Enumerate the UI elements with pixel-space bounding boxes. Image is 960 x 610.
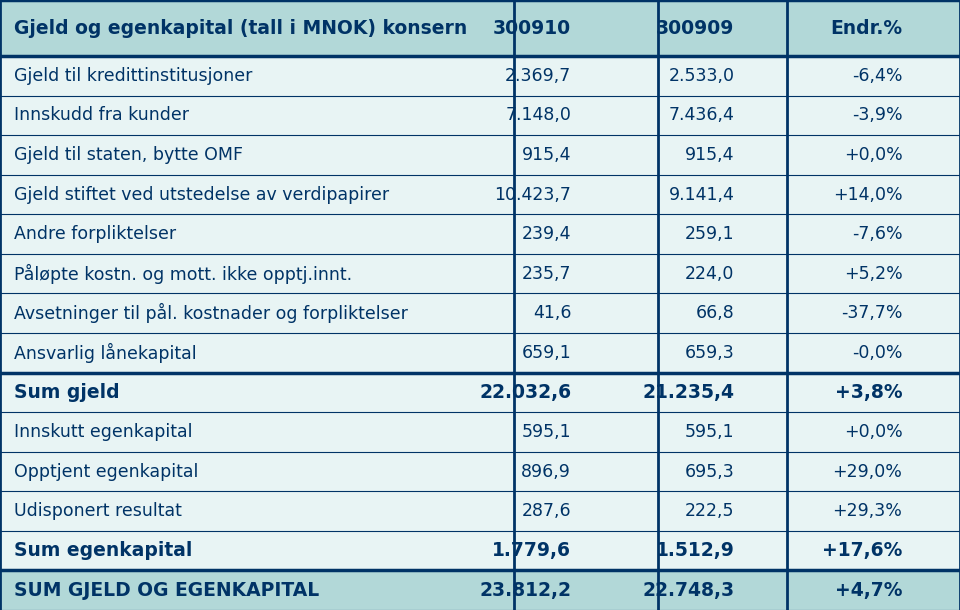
Text: 300910: 300910 [493,18,571,38]
Text: 595,1: 595,1 [684,423,734,441]
Text: 2.533,0: 2.533,0 [668,67,734,85]
Bar [0,175,960,214]
Bar [0,333,960,373]
Bar [0,570,960,610]
Text: Sum egenkapital: Sum egenkapital [14,541,193,560]
Text: 659,3: 659,3 [684,344,734,362]
Text: -37,7%: -37,7% [841,304,902,322]
Text: SUM GJELD OG EGENKAPITAL: SUM GJELD OG EGENKAPITAL [14,581,320,600]
Text: 1.779,6: 1.779,6 [492,541,571,560]
Text: Avsetninger til pål. kostnader og forpliktelser: Avsetninger til pål. kostnader og forpli… [14,303,408,323]
Text: 9.141,4: 9.141,4 [668,185,734,204]
Text: 235,7: 235,7 [521,265,571,282]
Text: 222,5: 222,5 [684,502,734,520]
Text: 66,8: 66,8 [696,304,734,322]
Text: 41,6: 41,6 [533,304,571,322]
Text: +29,3%: +29,3% [832,502,902,520]
Bar [0,214,960,254]
Text: Udisponert resultat: Udisponert resultat [14,502,182,520]
Text: Opptjent egenkapital: Opptjent egenkapital [14,462,199,481]
Text: -7,6%: -7,6% [852,225,902,243]
Text: 23.812,2: 23.812,2 [479,581,571,600]
Text: 695,3: 695,3 [684,462,734,481]
Text: +4,7%: +4,7% [835,581,902,600]
Text: -0,0%: -0,0% [852,344,902,362]
Bar [0,0,960,56]
Text: -3,9%: -3,9% [852,107,902,124]
Text: +0,0%: +0,0% [844,146,902,164]
Bar [0,373,960,412]
Text: Gjeld til kredittinstitusjoner: Gjeld til kredittinstitusjoner [14,67,252,85]
Text: 7.148,0: 7.148,0 [505,107,571,124]
Text: Påløpte kostn. og mott. ikke opptj.innt.: Påløpte kostn. og mott. ikke opptj.innt. [14,264,352,284]
Text: 239,4: 239,4 [521,225,571,243]
Text: Gjeld og egenkapital (tall i MNOK) konsern: Gjeld og egenkapital (tall i MNOK) konse… [14,18,468,38]
Bar [0,254,960,293]
Text: 300909: 300909 [656,18,734,38]
Text: 896,9: 896,9 [521,462,571,481]
Text: 659,1: 659,1 [521,344,571,362]
Text: +29,0%: +29,0% [832,462,902,481]
Bar [0,56,960,96]
Text: Ansvarlig lånekapital: Ansvarlig lånekapital [14,343,197,363]
Text: 10.423,7: 10.423,7 [494,185,571,204]
Text: 7.436,4: 7.436,4 [668,107,734,124]
Bar [0,135,960,175]
Text: -6,4%: -6,4% [852,67,902,85]
Text: 259,1: 259,1 [684,225,734,243]
Bar [0,96,960,135]
Bar [0,491,960,531]
Text: 915,4: 915,4 [684,146,734,164]
Text: Gjeld stiftet ved utstedelse av verdipapirer: Gjeld stiftet ved utstedelse av verdipap… [14,185,390,204]
Bar [0,293,960,333]
Text: 2.369,7: 2.369,7 [505,67,571,85]
Text: Endr.%: Endr.% [830,18,902,38]
Text: 287,6: 287,6 [521,502,571,520]
Text: +17,6%: +17,6% [822,541,902,560]
Text: 22.748,3: 22.748,3 [642,581,734,600]
Bar [0,531,960,570]
Bar [0,412,960,452]
Text: Gjeld til staten, bytte OMF: Gjeld til staten, bytte OMF [14,146,244,164]
Text: Innskudd fra kunder: Innskudd fra kunder [14,107,189,124]
Text: +3,8%: +3,8% [835,383,902,402]
Text: Sum gjeld: Sum gjeld [14,383,120,402]
Text: 1.512,9: 1.512,9 [656,541,734,560]
Text: 21.235,4: 21.235,4 [642,383,734,402]
Bar [0,452,960,491]
Text: Innskutt egenkapital: Innskutt egenkapital [14,423,193,441]
Text: 224,0: 224,0 [685,265,734,282]
Text: Andre forpliktelser: Andre forpliktelser [14,225,177,243]
Text: 22.032,6: 22.032,6 [479,383,571,402]
Text: 915,4: 915,4 [521,146,571,164]
Text: 595,1: 595,1 [521,423,571,441]
Text: +14,0%: +14,0% [832,185,902,204]
Text: +0,0%: +0,0% [844,423,902,441]
Text: +5,2%: +5,2% [844,265,902,282]
